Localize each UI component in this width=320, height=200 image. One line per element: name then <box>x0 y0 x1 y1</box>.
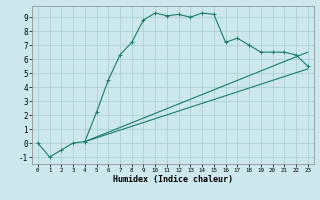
X-axis label: Humidex (Indice chaleur): Humidex (Indice chaleur) <box>113 175 233 184</box>
